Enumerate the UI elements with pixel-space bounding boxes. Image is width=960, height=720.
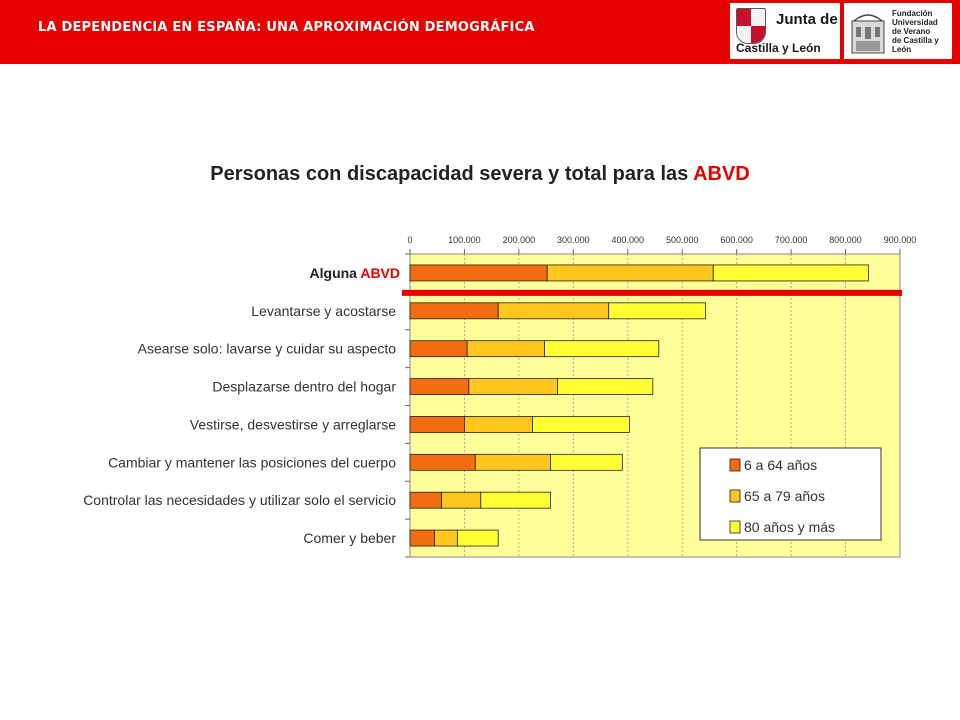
category-label: Controlar las necesidades y utilizar sol… xyxy=(83,492,396,508)
x-tick-label: 900.000 xyxy=(884,235,917,245)
bar-segment-3 xyxy=(456,529,499,547)
category-label: Comer y beber xyxy=(303,530,396,546)
bar-segment-1 xyxy=(409,491,442,509)
category-label: Desplazarse dentro del hogar xyxy=(212,379,396,395)
category-label: Asearse solo: lavarse y cuidar su aspect… xyxy=(138,341,397,357)
x-tick-label: 0 xyxy=(407,235,412,245)
logo-text-line1: Junta de xyxy=(776,11,838,28)
bar-segment-1 xyxy=(409,302,499,320)
category-label: Alguna ABVD xyxy=(310,265,400,281)
x-tick-label: 800.000 xyxy=(829,235,862,245)
bar-segment-1 xyxy=(409,378,470,395)
logo-text-line2: Castilla y León xyxy=(736,41,821,55)
legend-swatch xyxy=(729,520,741,534)
x-tick-label: 700.000 xyxy=(775,235,808,245)
bar-segment-2 xyxy=(464,416,533,433)
x-tick-label: 200.000 xyxy=(503,235,536,245)
bar-segment-2 xyxy=(546,264,714,282)
logo-fund-line4: de Castilla y León xyxy=(892,36,939,54)
legend-swatch xyxy=(729,458,741,472)
x-tick-label: 500.000 xyxy=(666,235,699,245)
bar-segment-2 xyxy=(474,453,551,471)
logo-fund-line2: Universidad xyxy=(892,18,938,27)
bar-segment-2 xyxy=(468,378,558,395)
category-label: Cambiar y mantener las posiciones del cu… xyxy=(108,454,396,470)
bar-segment-3 xyxy=(557,378,654,395)
header-bar: LA DEPENDENCIA EN ESPAÑA: UNA APROXIMACI… xyxy=(0,0,960,64)
chart-title-main: Personas con discapacidad severa y total… xyxy=(210,163,689,185)
bar-segment-3 xyxy=(608,302,707,320)
bar-segment-2 xyxy=(466,340,545,358)
x-tick-label: 400.000 xyxy=(612,235,645,245)
logo-fund-line1: Fundación xyxy=(892,9,933,18)
legend-label: 80 años y más xyxy=(744,519,835,535)
chart-title: Personas con discapacidad severa y total… xyxy=(0,163,960,186)
building-icon xyxy=(851,14,885,54)
x-tick-label: 600.000 xyxy=(720,235,753,245)
logo-fund-line3: de Verano xyxy=(892,27,931,36)
bar-segment-1 xyxy=(409,264,548,282)
category-label: Vestirse, desvestirse y arreglarse xyxy=(190,416,396,432)
bar-segment-1 xyxy=(409,453,476,471)
category-label-part: Alguna xyxy=(310,265,361,281)
coat-of-arms-icon xyxy=(736,8,766,44)
legend-label: 65 a 79 años xyxy=(744,488,825,504)
chart-title-highlight: ABVD xyxy=(693,163,750,185)
x-tick-label: 300.000 xyxy=(557,235,590,245)
bar-segment-2 xyxy=(497,302,610,320)
legend-swatch xyxy=(729,489,741,503)
junta-castilla-leon-logo: Junta de Castilla y León xyxy=(730,3,840,59)
category-label-highlight: ABVD xyxy=(360,265,400,281)
header-title: LA DEPENDENCIA EN ESPAÑA: UNA APROXIMACI… xyxy=(38,20,535,35)
fundacion-universidad-logo: Fundación Universidad de Verano de Casti… xyxy=(844,3,952,59)
bar-segment-3 xyxy=(532,416,630,433)
bar-segment-2 xyxy=(434,529,458,547)
x-tick-label: 100.000 xyxy=(448,235,481,245)
bar-segment-1 xyxy=(409,529,435,547)
bar-segment-3 xyxy=(544,340,660,358)
bar-segment-2 xyxy=(441,491,482,509)
category-label: Levantarse y acostarse xyxy=(251,303,396,319)
bar-segment-1 xyxy=(409,340,468,358)
bar-segment-3 xyxy=(480,491,551,509)
bar-segment-1 xyxy=(409,416,465,433)
bar-segment-3 xyxy=(712,264,869,282)
legend-label: 6 a 64 años xyxy=(744,457,817,473)
bar-segment-3 xyxy=(550,453,623,471)
